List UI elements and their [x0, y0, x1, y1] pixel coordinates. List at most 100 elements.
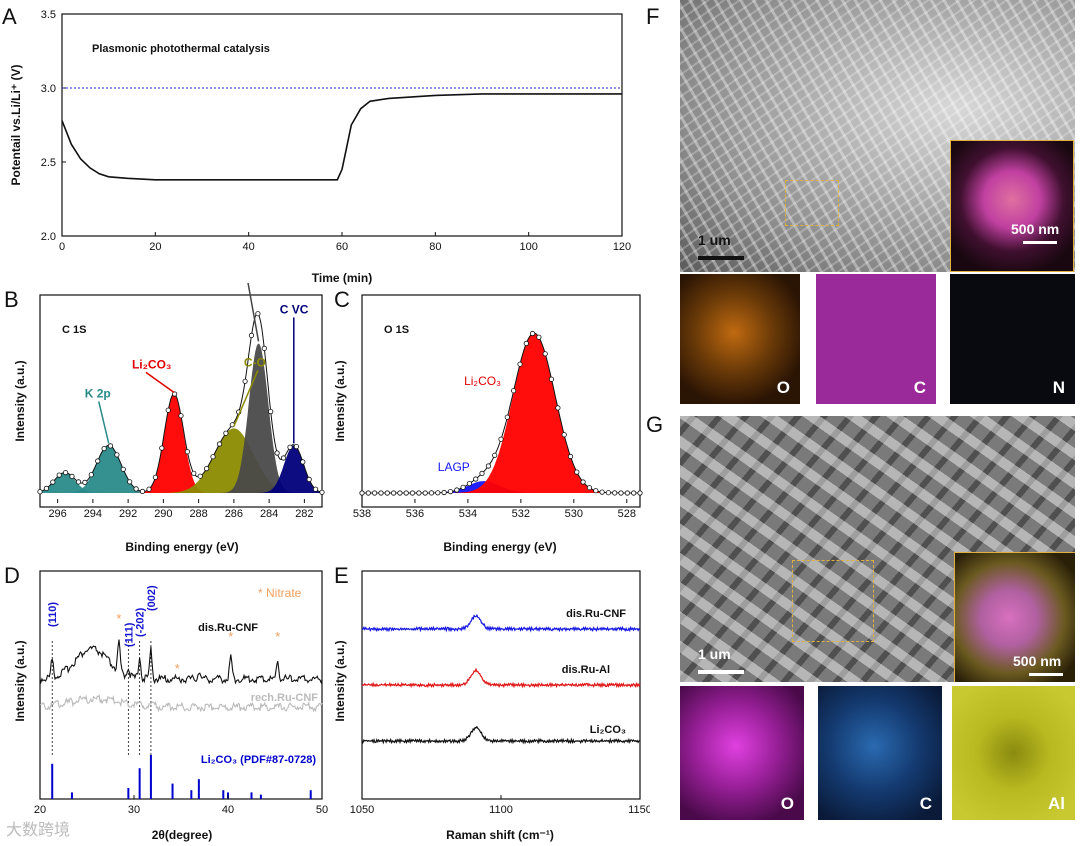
panel-b-data-point	[101, 446, 107, 452]
panel-a-ytick-label-3: 3.5	[41, 9, 56, 21]
panel-c-data-point	[530, 330, 536, 337]
panel-g-zoom-box	[792, 560, 874, 642]
panel-c-xtick-label-3: 532	[512, 508, 530, 520]
panel-b-data-point	[280, 455, 287, 461]
panel-e-chart: E dis.Ru-CNF dis.Ru-Al Li₂CO₃ 1050 1100 11…	[333, 563, 650, 842]
panel-c-data-point	[428, 490, 435, 496]
panel-b-data-point	[197, 473, 203, 479]
panel-b-peak-label-3: C-O	[244, 355, 266, 369]
panel-c-xlabel: Binding energy (eV)	[443, 540, 556, 554]
panel-b-data-point	[146, 486, 152, 492]
panel-d-ylabel: Intensity (a.u.)	[13, 640, 27, 721]
panel-d-chart: D * Nitrate * * * * (110) (111) (-202)(002) d…	[4, 563, 328, 842]
panel-d-series-rech-ru-cnf	[39, 694, 323, 713]
panel-b-data-point	[127, 479, 133, 485]
panel-a-letter: A	[2, 4, 17, 29]
panel-d-x-ticks: 20 30 40 50	[34, 795, 328, 816]
panel-c-data-point	[390, 490, 397, 496]
panel-g-scale-label: 1 um	[698, 646, 731, 662]
panel-g-map-o: O	[680, 686, 804, 820]
panel-b-data-point	[306, 476, 312, 482]
panel-c-data-point	[454, 487, 460, 493]
panel-c-data-point	[593, 488, 599, 494]
panel-f-scale-label: 1 um	[698, 232, 731, 248]
panel-c-data-point	[548, 376, 555, 382]
panel-a-ylabel: Potentail vs.Li/Li⁺ (V)	[9, 64, 23, 185]
panel-c-data-point	[435, 490, 441, 496]
panel-c-data-point	[580, 479, 586, 485]
panel-b-xtick-label-1: 294	[84, 508, 102, 520]
panel-c-data-point	[536, 334, 542, 340]
panel-c-xtick-label-0: 538	[353, 508, 371, 520]
panel-d-xtick-label-1: 30	[128, 804, 140, 816]
panel-a-ytick-label-0: 2.0	[41, 231, 56, 243]
panel-b-data-point	[50, 479, 56, 485]
panel-c-data-point	[365, 490, 371, 496]
panel-f-map-o: O	[680, 274, 800, 404]
panel-c-data-point	[542, 351, 548, 357]
panel-c-xtick-label-1: 536	[406, 508, 424, 520]
panel-e-x-ticks: 1050 1100 1150	[350, 795, 650, 816]
panel-e-xtick-label-1: 1100	[489, 804, 513, 816]
panel-b-data-point	[274, 450, 280, 456]
panel-c-data-point	[485, 463, 491, 469]
panel-g-scalebar	[698, 670, 744, 674]
panel-a-chart: A Plasmonic photothermal catalysis 0 20 40…	[2, 4, 631, 285]
panel-g-inset-image: 500 nm	[954, 552, 1075, 682]
panel-a-y-ticks: 2.0 2.5 3.0 3.5	[41, 9, 66, 243]
panel-b-peak-5	[40, 445, 322, 493]
panel-b-data-point	[133, 486, 139, 492]
panel-a-xtick-label-4: 80	[429, 241, 441, 253]
panel-c-data-point	[574, 469, 580, 475]
panel-c-data-point	[498, 436, 504, 442]
panel-b-data-point	[37, 489, 43, 495]
panel-d-xtick-label-2: 40	[222, 804, 234, 816]
panel-e-xlabel: Raman shift (cm⁻¹)	[446, 828, 554, 842]
panel-d-nitrate-star-1: *	[175, 661, 180, 676]
panel-g-map-al-label: Al	[1048, 794, 1065, 813]
panel-f-scalebar	[698, 256, 744, 260]
panel-e-label-1: dis.Ru-Al	[562, 664, 610, 676]
panel-d-nitrate-star-3: *	[275, 629, 280, 644]
panel-b-data-point	[43, 485, 50, 491]
panel-b-data-point	[312, 486, 319, 492]
panel-c-peak-label-0: LAGP	[438, 460, 470, 474]
panel-b-data-point	[300, 459, 306, 465]
panel-b-data-point	[88, 472, 94, 478]
panel-b-data-point	[216, 441, 223, 447]
panel-b-peaks	[37, 311, 325, 495]
panel-d-nitrate-star-2: *	[228, 629, 233, 644]
panel-c-data-point	[371, 490, 378, 496]
panel-c-data-point	[612, 490, 618, 496]
panel-c-data-point	[605, 490, 611, 496]
panel-f-map-o-label: O	[776, 378, 790, 397]
panel-c-chart: C O 1S Li₂CO₃ LAGP 538 536 534 532 530 528 Bin…	[333, 287, 643, 554]
panel-b-peak-arrow-0	[98, 401, 110, 444]
panel-b-xtick-label-4: 288	[189, 508, 207, 520]
panel-b-data-point	[56, 472, 62, 478]
panel-b-data-point	[152, 474, 158, 480]
panel-c-data-point	[599, 489, 605, 495]
panel-b-data-point	[242, 378, 248, 384]
panel-f-inset-scale-label: 500 nm	[1011, 221, 1060, 237]
panel-d-series-label-dis: dis.Ru-CNF	[198, 622, 258, 634]
panel-c-x-ticks: 538 536 534 532 530 528	[353, 499, 636, 520]
panel-d-letter: D	[4, 563, 20, 588]
panel-c-data-point	[523, 340, 529, 347]
panel-g-inset-scalebar	[1029, 673, 1063, 676]
panel-c-letter: C	[334, 287, 350, 312]
panel-a-xtick-label-5: 100	[519, 241, 537, 253]
panel-b-data-point	[261, 345, 267, 352]
panel-c-data-point	[422, 490, 428, 496]
panel-g-map-o-label: O	[780, 794, 794, 813]
panel-a-xtick-label-3: 60	[336, 241, 348, 253]
panel-f-map-n-label: N	[1052, 378, 1065, 397]
panel-b-data-point	[204, 466, 210, 472]
panel-c-data-point	[492, 452, 498, 458]
panel-c-data-point	[460, 484, 466, 490]
panel-f-map-n: N	[950, 274, 1075, 404]
panel-e-label-2: Li₂CO₃	[590, 724, 626, 736]
panel-c-ylabel: Intensity (a.u.)	[333, 360, 347, 441]
